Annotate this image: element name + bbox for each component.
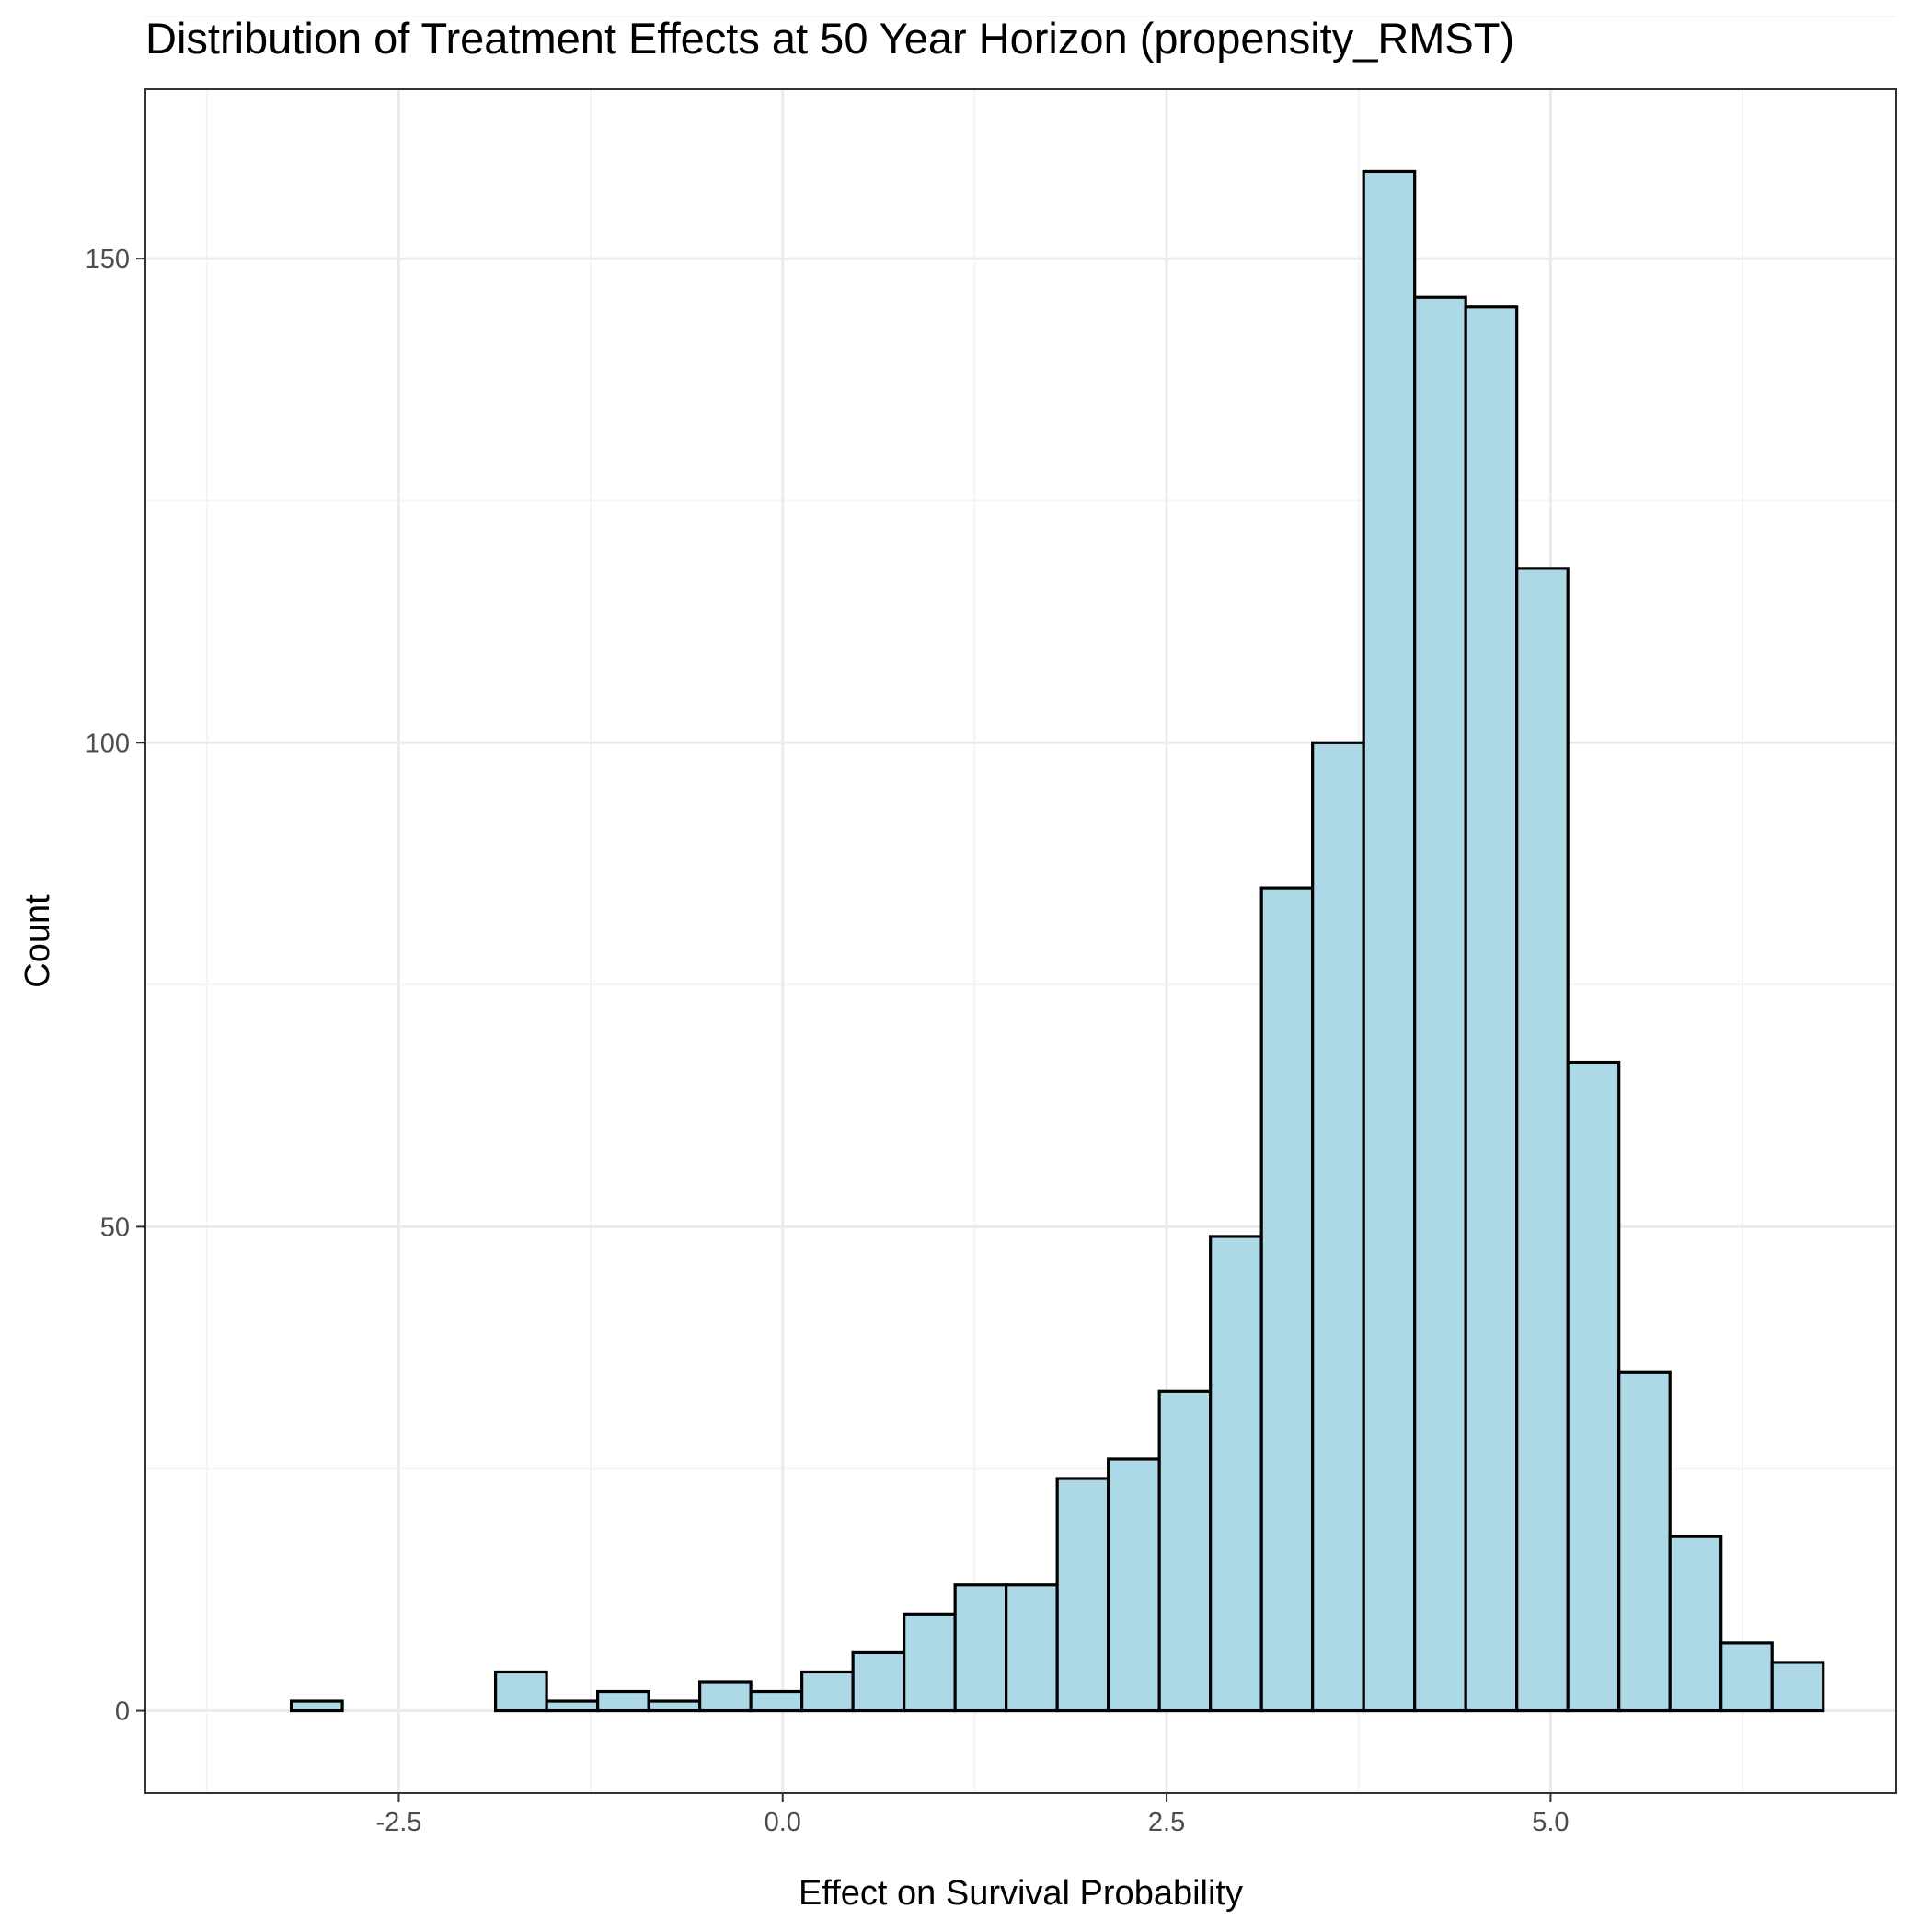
histogram-bar <box>1719 1641 1774 1713</box>
histogram-bar <box>289 1699 344 1713</box>
y-axis-title: Count <box>18 894 57 988</box>
histogram-bar <box>851 1650 906 1713</box>
histogram-bar <box>1413 295 1467 1713</box>
major-gridlines <box>145 89 1896 1793</box>
y-axis: 0 50 100 150 <box>86 245 145 1727</box>
x-tick-label: 2.5 <box>1148 1808 1185 1837</box>
x-tick-label: 5.0 <box>1532 1808 1569 1837</box>
histogram-bar <box>1668 1535 1723 1713</box>
histogram-bar <box>749 1689 804 1713</box>
histogram-bar <box>1259 886 1315 1713</box>
histogram-bar <box>1055 1477 1110 1713</box>
y-tick-label: 150 <box>86 245 130 274</box>
chart-title: Distribution of Treatment Effects at 50 … <box>145 14 1515 63</box>
histogram-bar <box>1770 1661 1825 1713</box>
x-axis: -2.5 0.0 2.5 5.0 <box>375 1793 1570 1837</box>
y-tick-label: 100 <box>86 729 130 758</box>
histogram-bar <box>903 1612 957 1713</box>
x-tick-label: 0.0 <box>765 1808 801 1837</box>
histogram-bar <box>493 1670 548 1713</box>
histogram-bar <box>1515 567 1570 1713</box>
histogram-bar <box>1157 1389 1213 1713</box>
histogram-bar <box>1005 1583 1059 1713</box>
histogram-bar <box>1311 741 1365 1713</box>
histogram-bar <box>953 1583 1008 1713</box>
histogram-bar <box>647 1699 702 1713</box>
histogram-bar <box>1464 305 1519 1713</box>
histogram-bar <box>545 1699 600 1713</box>
x-tick-label: -2.5 <box>375 1808 421 1837</box>
histogram-bars <box>289 169 1825 1713</box>
histogram-bar <box>596 1689 650 1713</box>
histogram-bar <box>1107 1457 1161 1713</box>
histogram-bar <box>1617 1370 1672 1713</box>
y-tick-label: 0 <box>115 1697 130 1727</box>
y-tick-label: 50 <box>100 1213 130 1242</box>
histogram-bar <box>1362 169 1417 1713</box>
x-axis-title: Effect on Survival Probability <box>799 1874 1243 1913</box>
histogram-bar <box>800 1670 855 1713</box>
histogram-bar <box>1566 1060 1621 1713</box>
histogram-bar <box>698 1680 753 1713</box>
plot-panel-border <box>144 88 1897 1794</box>
histogram-bar <box>1209 1235 1263 1713</box>
